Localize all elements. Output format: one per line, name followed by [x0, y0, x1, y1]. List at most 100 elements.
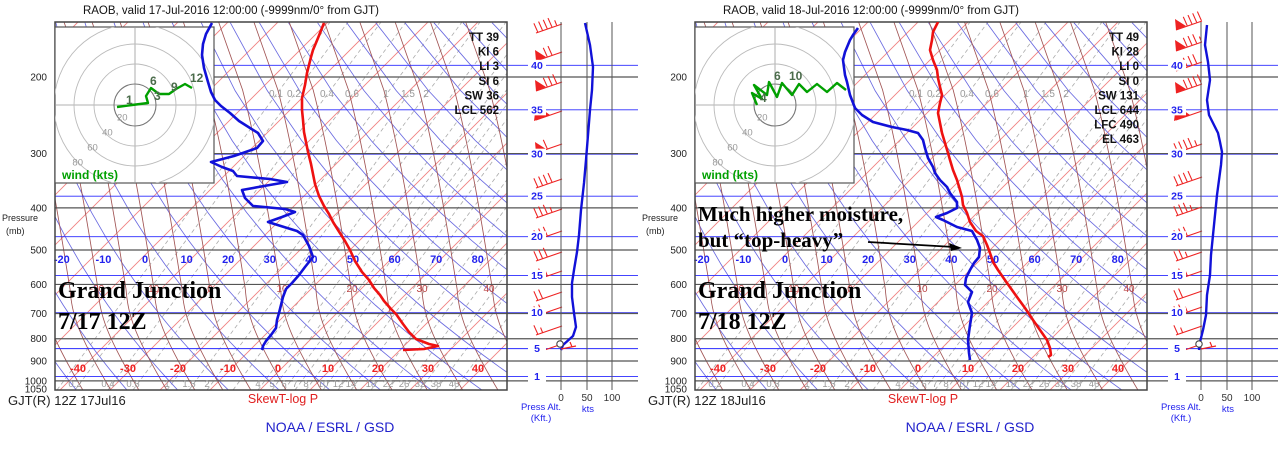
moist-adiabat-line — [999, 22, 1104, 390]
mixing-ratio-label: 0.2 — [287, 89, 301, 100]
moist-adiabat-line — [1034, 22, 1139, 390]
moist-adiabat-line — [0, 22, 28, 392]
pressure-tick-label: 200 — [670, 73, 687, 84]
mixing-ratio-label: 1 — [1023, 89, 1029, 100]
stability-index-value: TT 49 — [1109, 32, 1139, 44]
isotherm-line — [999, 242, 1147, 390]
stability-index-value: LI 0 — [1119, 61, 1139, 73]
mixing-ratio-label: 0.2 — [68, 379, 81, 390]
stability-index-value: KI 28 — [1112, 47, 1140, 59]
stability-index-value: LI 3 — [479, 61, 499, 73]
mixing-ratio-line — [714, 22, 989, 390]
mixing-ratio-label: 12 — [973, 379, 984, 390]
mixing-ratio-label: 38 — [431, 379, 442, 390]
hodograph-ring-label: 60 — [727, 142, 738, 153]
stability-index-value: TT 39 — [469, 32, 499, 44]
hodograph-height-label: 4 — [760, 91, 767, 105]
mixing-ratio-label: 0.6 — [345, 89, 359, 100]
isotherm-line — [55, 22, 279, 246]
dry-adiabat-label: -20 — [54, 254, 70, 266]
moist-adiabat-label: -20 — [730, 284, 745, 295]
isotherm-line — [695, 22, 1019, 346]
wind-barb — [533, 247, 563, 262]
wind-barb — [1173, 170, 1203, 187]
pressure-tick-label: 500 — [670, 245, 687, 256]
hodograph-ring-label: 80 — [712, 157, 723, 168]
isotherm-line — [55, 22, 329, 296]
isotherm-label: 10 — [962, 363, 974, 375]
speed-tick-label: 50 — [581, 393, 593, 404]
dry-adiabat-label: -20 — [694, 254, 710, 266]
mixing-ratio-label: 2 — [204, 379, 209, 390]
hodograph-height-label: 6 — [150, 74, 157, 88]
station-id-text: GJT(R) 12Z 17Jul16 — [8, 393, 126, 408]
hodograph-ring-label: 80 — [72, 157, 83, 168]
isotherm-label: -30 — [760, 363, 776, 375]
dry-adiabat-label: 20 — [222, 254, 234, 266]
moist-adiabat-line — [695, 389, 696, 390]
isotherm-label: -10 — [860, 363, 876, 375]
mixing-ratio-label: 5 — [909, 379, 914, 390]
mixing-ratio-label: 5 — [269, 379, 274, 390]
overlay-date: 7/17 12Z — [58, 309, 147, 335]
mixing-ratio-label: 1.5 — [1041, 89, 1055, 100]
stability-index-value: SW 36 — [464, 90, 499, 102]
altitude-tick-label: 30 — [1171, 149, 1183, 161]
dry-adiabat-label: 10 — [180, 254, 192, 266]
mixing-ratio-label: 2 — [423, 89, 429, 100]
moist-adiabat-line — [55, 337, 84, 390]
mixing-ratio-label: 7 — [932, 379, 937, 390]
dry-adiabat-label: 60 — [1028, 254, 1040, 266]
mixing-ratio-label: 12 — [333, 379, 344, 390]
moist-adiabat-line — [359, 22, 464, 390]
altitude-tick-label: 15 — [1171, 270, 1183, 282]
moist-adiabat-line — [822, 22, 927, 390]
wind-barb — [535, 74, 563, 92]
mixing-ratio-line — [257, 53, 507, 390]
stability-index-value: LFC 490 — [1094, 120, 1139, 132]
sounding-curves — [200, 22, 440, 352]
mixing-ratio-line — [271, 72, 507, 390]
mixing-ratio-label: 1.5 — [822, 379, 835, 390]
credit-text: NOAA / ESRL / GSD — [905, 419, 1035, 435]
moist-adiabat-line — [55, 196, 112, 390]
overlay-station-name: Grand Junction — [698, 278, 862, 304]
isotherm-line — [0, 22, 28, 392]
wind-barb — [533, 325, 563, 336]
isotherm-line — [309, 192, 507, 390]
mixing-ratio-label: 0.6 — [126, 379, 139, 390]
moist-adiabat-label: 20 — [986, 284, 998, 295]
overlay-station-name: Grand Junction — [58, 278, 222, 304]
isotherm-line — [640, 22, 668, 392]
isotherm-line — [209, 92, 507, 390]
hodograph-height-label: 3 — [154, 89, 161, 103]
hodograph-ring — [113, 83, 157, 127]
mixing-ratio-label: 32 — [1055, 379, 1066, 390]
isotherm-line — [849, 92, 1147, 390]
temperature-curve — [928, 22, 1053, 359]
moist-adiabat-line — [893, 22, 998, 390]
mixing-ratio-label: 0.6 — [985, 89, 999, 100]
altitude-tick-label: 5 — [1174, 343, 1180, 355]
stability-indices: TT 49 KI 28 LI 0 SI 0 SW 131 LCL 644 LFC 490 EL… — [1094, 32, 1139, 146]
pressure-axis-label: (mb) — [646, 226, 665, 236]
mixing-ratio-label: 2 — [844, 379, 849, 390]
isotherm-label: -20 — [170, 363, 186, 375]
mixing-ratio-line — [74, 22, 349, 390]
mixing-ratio-label: 10 — [318, 379, 329, 390]
hodograph-height-label: 9 — [171, 80, 178, 94]
mixing-ratio-label: 1.5 — [182, 379, 195, 390]
mixing-ratio-label: 6 — [921, 379, 926, 390]
wind-barb — [533, 172, 563, 189]
dry-adiabat-label: 30 — [264, 254, 276, 266]
hodograph-ring-label: 60 — [87, 142, 98, 153]
mixing-ratio-label: 0.4 — [960, 89, 974, 100]
isotherm-line — [749, 22, 1119, 390]
moist-adiabat-line — [695, 337, 724, 390]
mixing-ratio-line — [166, 22, 441, 390]
altitude-tick-label: 20 — [531, 231, 543, 243]
sounding-curves — [841, 22, 1053, 361]
pressure-tick-label: 700 — [670, 309, 687, 320]
hodograph-inset: 20 40 60 80 1 36 9 12 wind (kts) — [54, 26, 215, 184]
